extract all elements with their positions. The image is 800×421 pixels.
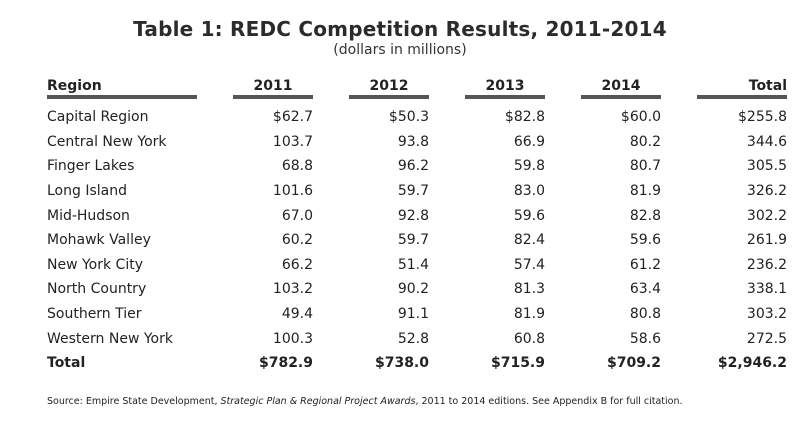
value-cell: 52.8 xyxy=(397,330,429,347)
value-cell: 58.6 xyxy=(629,330,661,347)
value-cell: $715.9 xyxy=(490,355,545,372)
value-cell: 51.4 xyxy=(397,256,429,273)
total-cell: 261.9 xyxy=(746,232,787,249)
value-cell: 91.1 xyxy=(397,306,429,323)
region-cell: Long Island xyxy=(47,183,127,200)
value-cell: 103.7 xyxy=(272,133,313,150)
value-cell: 93.8 xyxy=(397,133,429,150)
value-cell: 96.2 xyxy=(397,158,429,175)
value-cell: 59.7 xyxy=(397,232,429,249)
total-cell: 305.5 xyxy=(746,158,787,175)
region-cell: Capital Region xyxy=(47,109,149,126)
total-cell: 236.2 xyxy=(746,256,787,273)
value-cell: 81.3 xyxy=(513,281,545,298)
table-row: Mohawk Valley 60.2 59.7 82.4 59.6 261.9 xyxy=(47,228,787,253)
value-cell: 83.0 xyxy=(513,183,545,200)
value-cell: 81.9 xyxy=(629,183,661,200)
value-cell: 66.2 xyxy=(281,256,313,273)
value-cell: $709.2 xyxy=(606,355,661,372)
value-cell: 82.8 xyxy=(629,207,661,224)
total-cell: 338.1 xyxy=(746,281,787,298)
value-cell: 92.8 xyxy=(397,207,429,224)
table-row: Capital Region $62.7 $50.3 $82.8 $60.0 $255.8 xyxy=(47,99,787,130)
region-cell: Total xyxy=(47,355,86,372)
value-cell: 59.7 xyxy=(397,183,429,200)
region-cell: Southern Tier xyxy=(47,306,142,323)
value-cell: $50.3 xyxy=(388,109,429,126)
region-cell: Central New York xyxy=(47,133,167,150)
value-cell: 63.4 xyxy=(629,281,661,298)
value-cell: 82.4 xyxy=(513,232,545,249)
table-title: Table 1: REDC Competition Results, 2011-… xyxy=(133,17,667,41)
value-cell: 101.6 xyxy=(272,183,313,200)
region-cell: North Country xyxy=(47,281,147,298)
column-header-2014: 2014 xyxy=(581,78,661,99)
value-cell: 66.9 xyxy=(513,133,545,150)
region-cell: Mohawk Valley xyxy=(47,232,151,249)
value-cell: 100.3 xyxy=(272,330,313,347)
value-cell: 80.2 xyxy=(629,133,661,150)
column-header-2011: 2011 xyxy=(233,78,313,99)
table-body: Capital Region $62.7 $50.3 $82.8 $60.0 $255.8… xyxy=(47,99,787,376)
region-cell: Western New York xyxy=(47,330,173,347)
value-cell: 60.8 xyxy=(513,330,545,347)
total-row: Total $782.9 $738.0 $715.9 $709.2 $2,946.2 xyxy=(47,351,787,376)
total-cell: $255.8 xyxy=(738,109,787,126)
value-cell: $62.7 xyxy=(272,109,313,126)
value-cell: 60.2 xyxy=(281,232,313,249)
value-cell: 59.6 xyxy=(513,207,545,224)
total-cell: 302.2 xyxy=(746,207,787,224)
value-cell: 61.2 xyxy=(629,256,661,273)
value-cell: 80.7 xyxy=(629,158,661,175)
region-cell: Finger Lakes xyxy=(47,158,135,175)
total-cell: 326.2 xyxy=(746,183,787,200)
table-row: New York City 66.2 51.4 57.4 61.2 236.2 xyxy=(47,253,787,278)
value-cell: 103.2 xyxy=(272,281,313,298)
value-cell: 80.8 xyxy=(629,306,661,323)
column-header-2012: 2012 xyxy=(349,78,429,99)
total-cell: 272.5 xyxy=(746,330,787,347)
source-note: Source: Empire State Development, Strate… xyxy=(47,396,683,407)
table-row: Southern Tier 49.4 91.1 81.9 80.8 303.2 xyxy=(47,302,787,327)
table-row: Mid-Hudson 67.0 92.8 59.6 82.8 302.2 xyxy=(47,203,787,228)
value-cell: $60.0 xyxy=(620,109,661,126)
value-cell: 68.8 xyxy=(281,158,313,175)
value-cell: $738.0 xyxy=(374,355,429,372)
value-cell: 81.9 xyxy=(513,306,545,323)
table-row: Finger Lakes 68.8 96.2 59.8 80.7 305.5 xyxy=(47,154,787,179)
column-header-total: Total xyxy=(697,78,787,99)
column-header-region: Region xyxy=(47,78,197,99)
table-row: Central New York 103.7 93.8 66.9 80.2 344.6 xyxy=(47,130,787,155)
region-cell: Mid-Hudson xyxy=(47,207,130,224)
table-row: Long Island 101.6 59.7 83.0 81.9 326.2 xyxy=(47,179,787,204)
value-cell: 57.4 xyxy=(513,256,545,273)
value-cell: 49.4 xyxy=(281,306,313,323)
region-cell: New York City xyxy=(47,256,143,273)
total-cell: $2,946.2 xyxy=(717,355,787,372)
column-header-2013: 2013 xyxy=(465,78,545,99)
table-row: Western New York 100.3 52.8 60.8 58.6 272.5 xyxy=(47,326,787,351)
value-cell: 67.0 xyxy=(281,207,313,224)
table-subtitle: (dollars in millions) xyxy=(333,42,467,58)
total-cell: 303.2 xyxy=(746,306,787,323)
value-cell: 59.6 xyxy=(629,232,661,249)
total-cell: 344.6 xyxy=(746,133,787,150)
value-cell: 59.8 xyxy=(513,158,545,175)
table-row: North Country 103.2 90.2 81.3 63.4 338.1 xyxy=(47,277,787,302)
value-cell: $782.9 xyxy=(258,355,313,372)
header-row: Region 2011 2012 2013 2014 Total xyxy=(47,78,787,99)
value-cell: $82.8 xyxy=(504,109,545,126)
results-table: Region 2011 2012 2013 2014 Total Capital… xyxy=(47,78,787,376)
value-cell: 90.2 xyxy=(397,281,429,298)
